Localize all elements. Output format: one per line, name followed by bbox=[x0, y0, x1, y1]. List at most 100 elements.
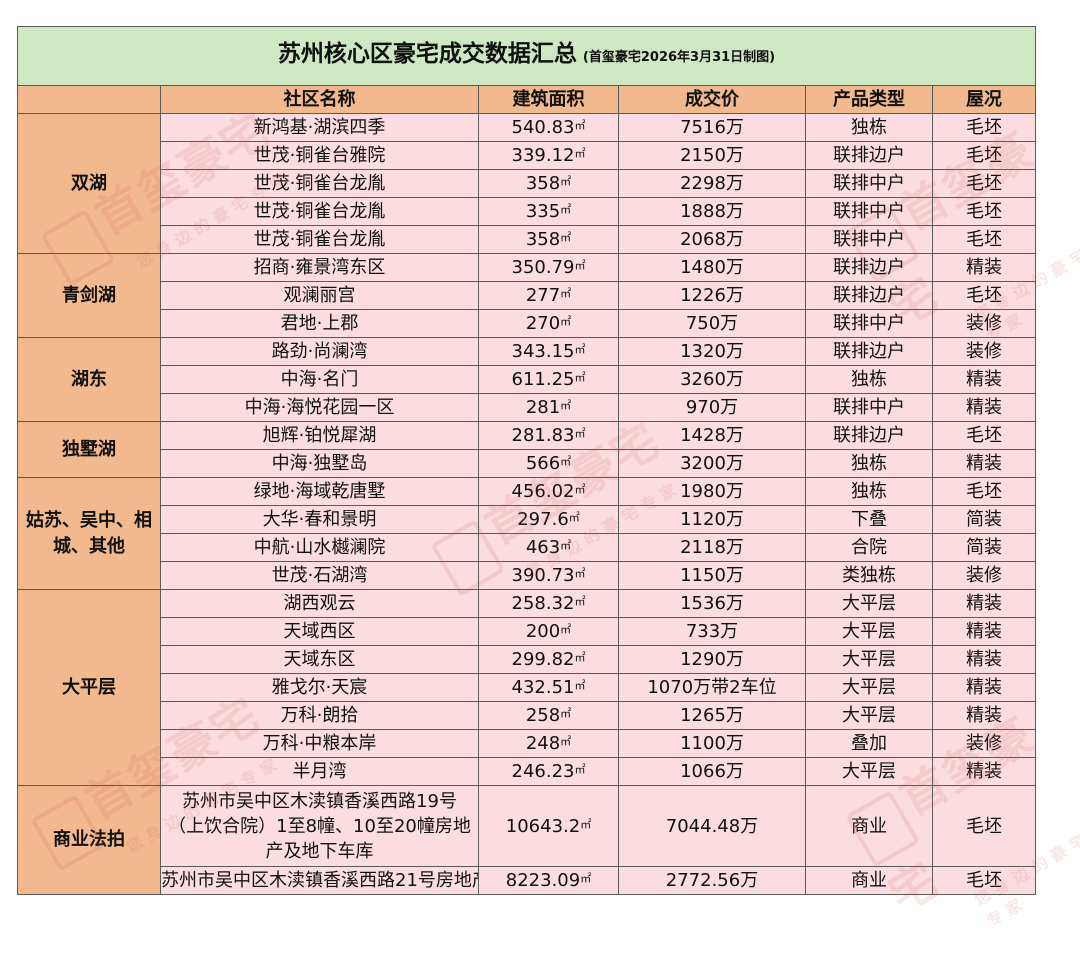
price-cell: 7044.48万 bbox=[618, 785, 806, 867]
area-cell: 299.82㎡ bbox=[478, 645, 619, 674]
type-cell: 独栋 bbox=[805, 365, 933, 394]
table-row: 中海·名门 611.25㎡ 3260万 独栋 精装 bbox=[18, 365, 1037, 394]
area-cell: 335㎡ bbox=[478, 197, 619, 226]
area-cell: 611.25㎡ bbox=[478, 365, 619, 394]
status-cell: 毛坯 bbox=[931, 866, 1037, 895]
region-cell: 商业法拍 bbox=[17, 785, 161, 895]
price-cell: 733万 bbox=[618, 617, 806, 646]
type-cell: 大平层 bbox=[805, 673, 933, 702]
community-name: 观澜丽宫 bbox=[160, 281, 479, 310]
type-cell: 联排边户 bbox=[805, 421, 933, 450]
area-unit: ㎡ bbox=[560, 175, 572, 188]
price-cell: 7516万 bbox=[618, 113, 806, 142]
status-cell: 装修 bbox=[931, 729, 1037, 758]
table-row: 中海·独墅岛 566㎡ 3200万 独栋 精装 bbox=[18, 449, 1037, 478]
area-value: 456.02 bbox=[511, 481, 575, 502]
status-cell: 简装 bbox=[931, 505, 1037, 534]
area-cell: 540.83㎡ bbox=[478, 113, 619, 142]
price-cell: 2150万 bbox=[618, 141, 806, 170]
area-unit: ㎡ bbox=[574, 119, 586, 132]
title-bar: 苏州核心区豪宅成交数据汇总 (首玺豪宅2026年3月31日制图) bbox=[16, 26, 1037, 86]
status-cell: 装修 bbox=[931, 337, 1037, 366]
area-value: 281.83 bbox=[511, 425, 575, 446]
area-cell: 463㎡ bbox=[478, 533, 619, 562]
area-cell: 456.02㎡ bbox=[478, 477, 619, 506]
status-cell: 精装 bbox=[931, 645, 1037, 674]
table-row: 商业法拍 苏州市吴中区木渎镇香溪西路19号（上饮合院）1至8幢、10至20幢房地产… bbox=[17, 785, 1037, 895]
area-value: 270 bbox=[525, 313, 561, 334]
status-cell: 精装 bbox=[931, 589, 1037, 618]
type-cell: 联排边户 bbox=[805, 337, 933, 366]
area-unit: ㎡ bbox=[574, 763, 586, 776]
area-value: 246.23 bbox=[511, 761, 575, 782]
header-price: 成交价 bbox=[618, 85, 806, 114]
table-row: 大平层 湖西观云 258.32㎡ 1536万 大平层 精装 bbox=[17, 589, 1037, 786]
status-cell: 精装 bbox=[931, 701, 1037, 730]
status-cell: 精装 bbox=[931, 673, 1037, 702]
area-unit: ㎡ bbox=[560, 231, 572, 244]
area-unit: ㎡ bbox=[574, 371, 586, 384]
status-cell: 精装 bbox=[931, 365, 1037, 394]
area-cell: 566㎡ bbox=[478, 449, 619, 478]
area-value: 350.79 bbox=[511, 257, 575, 278]
table-row: 中航·山水樾澜院 463㎡ 2118万 合院 简装 bbox=[18, 533, 1037, 562]
area-unit: ㎡ bbox=[574, 259, 586, 272]
community-name: 中航·山水樾澜院 bbox=[160, 533, 479, 562]
area-unit: ㎡ bbox=[560, 315, 572, 328]
region-cell: 大平层 bbox=[17, 589, 161, 786]
area-cell: 277㎡ bbox=[478, 281, 619, 310]
type-cell: 联排中户 bbox=[805, 169, 933, 198]
status-cell: 精装 bbox=[931, 757, 1037, 786]
price-cell: 1265万 bbox=[618, 701, 806, 730]
type-cell: 大平层 bbox=[805, 757, 933, 786]
type-cell: 联排边户 bbox=[805, 141, 933, 170]
header-type: 产品类型 bbox=[805, 85, 933, 114]
status-cell: 毛坯 bbox=[931, 421, 1037, 450]
price-cell: 3260万 bbox=[618, 365, 806, 394]
price-cell: 2068万 bbox=[618, 225, 806, 254]
table-row: 万科·中粮本岸 248㎡ 1100万 叠加 装修 bbox=[18, 729, 1037, 758]
price-cell: 1100万 bbox=[618, 729, 806, 758]
price-cell: 2298万 bbox=[618, 169, 806, 198]
status-cell: 毛坯 bbox=[931, 225, 1037, 254]
area-unit: ㎡ bbox=[560, 455, 572, 468]
community-name: 湖西观云 bbox=[160, 589, 479, 618]
status-cell: 精装 bbox=[931, 393, 1037, 422]
community-name: 中海·名门 bbox=[160, 365, 479, 394]
area-cell: 343.15㎡ bbox=[478, 337, 619, 366]
area-unit: ㎡ bbox=[560, 399, 572, 412]
community-name: 世茂·铜雀台龙胤 bbox=[160, 169, 479, 198]
header-row: 社区名称 建筑面积 成交价 产品类型 屋况 bbox=[17, 85, 1037, 114]
type-cell: 独栋 bbox=[805, 449, 933, 478]
area-value: 358 bbox=[525, 229, 561, 250]
price-cell: 1120万 bbox=[618, 505, 806, 534]
area-unit: ㎡ bbox=[560, 623, 572, 636]
community-name: 世茂·铜雀台雅院 bbox=[160, 141, 479, 170]
area-cell: 432.51㎡ bbox=[478, 673, 619, 702]
community-name: 绿地·海域乾唐墅 bbox=[160, 477, 479, 506]
area-value: 258 bbox=[525, 705, 561, 726]
area-unit: ㎡ bbox=[574, 679, 586, 692]
type-cell: 叠加 bbox=[805, 729, 933, 758]
region-cell: 独墅湖 bbox=[17, 421, 161, 478]
area-cell: 281.83㎡ bbox=[478, 421, 619, 450]
status-cell: 装修 bbox=[931, 309, 1037, 338]
table-row: 观澜丽宫 277㎡ 1226万 联排边户 毛坯 bbox=[18, 281, 1037, 310]
area-value: 339.12 bbox=[511, 145, 575, 166]
table-row: 独墅湖 旭辉·铂悦犀湖 281.83㎡ 1428万 联排边户 毛坯 bbox=[17, 421, 1037, 478]
page-subtitle: (首玺豪宅2026年3月31日制图) bbox=[582, 50, 776, 65]
community-name: 招商·雍景湾东区 bbox=[160, 253, 479, 282]
type-cell: 联排边户 bbox=[805, 253, 933, 282]
table-row: 万科·朗拾 258㎡ 1265万 大平层 精装 bbox=[18, 701, 1037, 730]
table-row: 苏州市吴中区木渎镇香溪西路21号房地产 8223.09㎡ 2772.56万 商业 毛坯 bbox=[18, 866, 1037, 895]
type-cell: 大平层 bbox=[805, 701, 933, 730]
type-cell: 商业 bbox=[805, 785, 933, 867]
area-cell: 246.23㎡ bbox=[478, 757, 619, 786]
area-unit: ㎡ bbox=[574, 651, 586, 664]
area-cell: 10643.2㎡ bbox=[478, 785, 619, 867]
area-value: 343.15 bbox=[511, 341, 575, 362]
community-name: 万科·朗拾 bbox=[160, 701, 479, 730]
community-name: 路劲·尚澜湾 bbox=[160, 337, 479, 366]
area-unit: ㎡ bbox=[574, 343, 586, 356]
area-unit: ㎡ bbox=[580, 817, 592, 831]
